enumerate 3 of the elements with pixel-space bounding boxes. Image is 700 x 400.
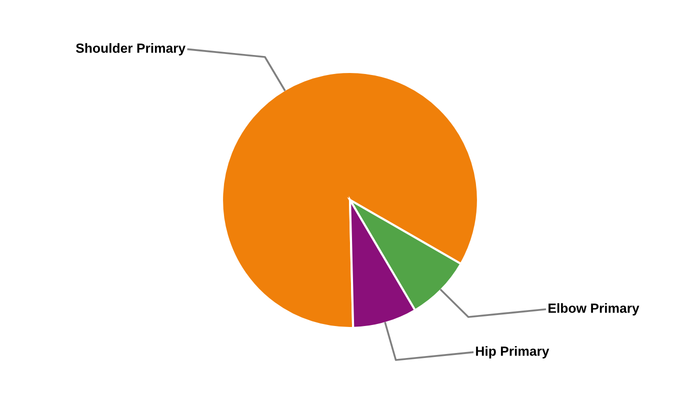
slice-label: Hip Primary xyxy=(476,346,550,358)
slice-label: Elbow Primary xyxy=(548,303,640,316)
slice-label: Shoulder Primary xyxy=(76,43,186,56)
